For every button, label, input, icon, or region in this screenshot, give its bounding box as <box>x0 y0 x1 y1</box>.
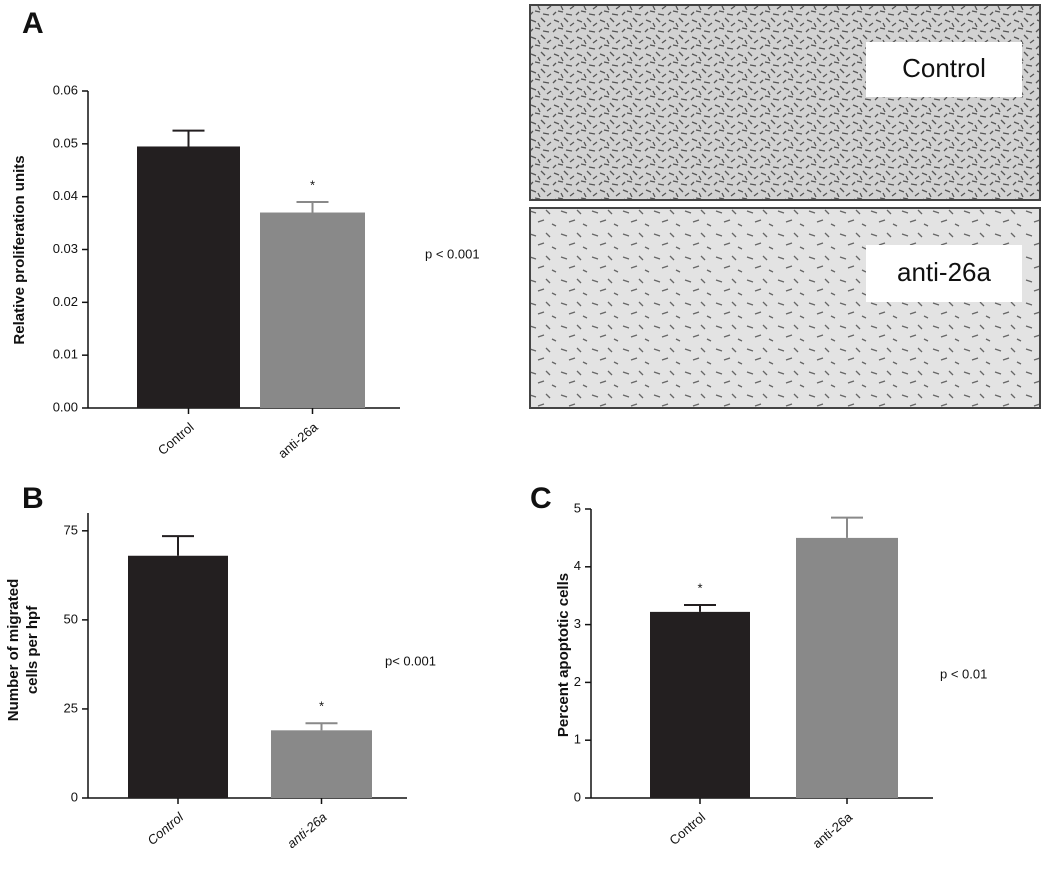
micrograph-anti-26a: anti-26a <box>529 207 1041 409</box>
x-tick-label: anti-26a <box>810 809 856 851</box>
y-axis-label: Number of migrated <box>5 579 22 722</box>
bar <box>137 146 240 408</box>
significance-marker: * <box>310 177 315 192</box>
bar <box>128 555 228 798</box>
y-tick-label: 0.01 <box>53 347 78 362</box>
y-tick-label: 0.02 <box>53 294 78 309</box>
panel-label: C <box>530 482 552 515</box>
x-tick-label: anti-26a <box>275 419 321 461</box>
x-tick-label: Control <box>666 809 708 848</box>
image-label: anti-26a <box>897 257 991 287</box>
y-tick-label: 4 <box>574 558 581 573</box>
p-value: p < 0.001 <box>425 246 480 261</box>
y-tick-label: 50 <box>64 611 78 626</box>
error-bar <box>684 603 716 612</box>
bar <box>796 537 898 798</box>
y-axis-label: Relative proliferation units <box>11 155 28 344</box>
y-tick-label: 0.00 <box>53 399 78 414</box>
micrograph-control: Control <box>529 4 1041 201</box>
y-tick-label: 75 <box>64 522 78 537</box>
y-tick-label: 25 <box>64 700 78 715</box>
bar <box>271 730 372 798</box>
error-bar <box>831 516 863 538</box>
y-tick-label: 0 <box>574 789 581 804</box>
y-tick-label: 3 <box>574 616 581 631</box>
significance-marker: * <box>697 580 702 595</box>
error-bar <box>305 722 338 731</box>
error-bar <box>296 200 329 213</box>
p-value: p < 0.01 <box>940 666 987 681</box>
bar <box>260 212 365 408</box>
y-tick-label: 5 <box>574 500 581 515</box>
y-axis-label: Percent apoptotic cells <box>555 573 572 737</box>
y-tick-label: 0 <box>71 789 78 804</box>
y-tick-label: 2 <box>574 674 581 689</box>
x-tick-label: anti-26a <box>284 809 330 851</box>
y-axis-label: cells per hpf <box>24 605 41 694</box>
bar <box>650 611 750 798</box>
y-tick-label: 0.03 <box>53 241 78 256</box>
x-tick-label: Control <box>144 809 187 848</box>
error-bar <box>162 535 194 556</box>
panel-label: A <box>22 7 44 40</box>
error-bar <box>172 129 205 147</box>
y-tick-label: 1 <box>574 732 581 747</box>
significance-marker: * <box>319 699 324 714</box>
image-label: Control <box>902 53 986 83</box>
y-tick-label: 0.06 <box>53 82 78 97</box>
x-tick-label: Control <box>155 419 197 457</box>
panel-label: B <box>22 482 44 515</box>
y-tick-label: 0.04 <box>53 188 78 203</box>
y-tick-label: 0.05 <box>53 135 78 150</box>
p-value: p< 0.001 <box>385 653 436 668</box>
